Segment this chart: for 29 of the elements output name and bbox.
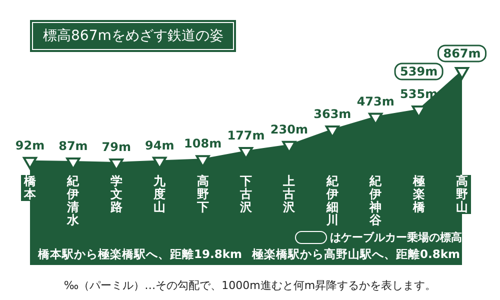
x-tick-label: 下古沢: [237, 174, 255, 214]
data-label: 108m: [184, 136, 222, 151]
text: 橋本駅から極楽橋駅へ、距離19.8km: [38, 247, 242, 262]
x-tick-label: 紀伊清水: [64, 174, 82, 227]
point: [22, 156, 38, 170]
x-tick-label: 橋本: [21, 174, 39, 201]
data-label: 94m: [145, 138, 174, 152]
text: ‰（パーミル）…その勾配で、1000m進むと何m昇降するかを表します。: [62, 278, 438, 293]
x-tick-label: 紀伊細川: [323, 174, 342, 227]
x-tick-label: 上古沢: [280, 174, 298, 214]
data-label: 92m: [15, 138, 45, 153]
chart-title: 標高867mをめざす鉄道の姿: [32, 22, 234, 50]
x-tick-label: 学文路: [107, 174, 126, 214]
annotation: 867m: [443, 46, 481, 61]
text: はケーブルカー乗場の標高: [330, 230, 462, 245]
data-label: 177m: [227, 128, 265, 143]
x-tick-label: 九度山: [150, 174, 169, 214]
data-label: 363m: [314, 107, 352, 122]
x-tick-label: 極楽橋: [410, 174, 428, 214]
annotation: 539m: [400, 64, 438, 79]
text: 極楽橋駅から高野山駅へ、距離0.8km: [252, 247, 460, 262]
x-tick-label: 紀伊神谷: [366, 174, 385, 227]
data-label: 79m: [102, 140, 131, 154]
data-label: 87m: [58, 139, 88, 154]
x-tick-label: 高野山: [453, 174, 471, 214]
x-tick-label: 高野下: [194, 174, 212, 214]
data-label: 473m: [356, 94, 394, 108]
point: [454, 66, 470, 80]
data-label: 230m: [270, 122, 308, 137]
